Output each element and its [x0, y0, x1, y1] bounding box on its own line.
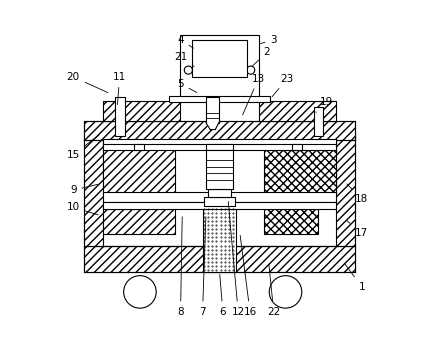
Polygon shape: [102, 138, 336, 144]
Polygon shape: [205, 97, 218, 123]
Text: 10: 10: [67, 202, 98, 215]
Text: 23: 23: [272, 73, 293, 97]
Text: 13: 13: [242, 73, 265, 115]
Polygon shape: [205, 150, 233, 189]
Text: 4: 4: [177, 35, 193, 48]
Polygon shape: [102, 143, 336, 150]
Text: 1: 1: [344, 264, 364, 292]
Polygon shape: [292, 143, 302, 150]
Polygon shape: [115, 97, 124, 136]
Polygon shape: [192, 40, 246, 77]
Text: 15: 15: [67, 135, 99, 160]
Polygon shape: [84, 131, 102, 246]
Polygon shape: [258, 101, 336, 121]
Text: 8: 8: [177, 217, 184, 317]
Text: 7: 7: [199, 217, 205, 317]
Polygon shape: [102, 101, 180, 121]
Text: 19: 19: [315, 97, 332, 113]
Polygon shape: [263, 141, 336, 194]
Polygon shape: [102, 202, 336, 209]
Polygon shape: [102, 209, 175, 234]
Polygon shape: [84, 246, 354, 272]
Text: 16: 16: [240, 235, 256, 317]
Text: 22: 22: [266, 264, 280, 317]
Text: 9: 9: [70, 184, 98, 195]
Polygon shape: [84, 121, 354, 139]
Polygon shape: [205, 143, 233, 150]
Text: 2: 2: [251, 47, 270, 67]
Text: 3: 3: [259, 35, 276, 45]
Polygon shape: [179, 35, 259, 97]
Text: 20: 20: [67, 72, 108, 93]
Polygon shape: [336, 131, 354, 246]
Text: 6: 6: [219, 274, 226, 317]
Text: 11: 11: [113, 72, 126, 105]
Text: 12: 12: [228, 202, 244, 317]
Polygon shape: [134, 143, 144, 150]
Text: 5: 5: [177, 79, 196, 92]
Text: 21: 21: [173, 52, 194, 67]
Polygon shape: [202, 206, 236, 272]
Polygon shape: [102, 141, 175, 194]
Polygon shape: [263, 204, 317, 234]
Text: 17: 17: [346, 221, 367, 238]
Polygon shape: [102, 192, 336, 202]
Polygon shape: [207, 189, 231, 197]
Polygon shape: [313, 107, 322, 136]
Polygon shape: [205, 123, 218, 129]
Polygon shape: [204, 197, 234, 206]
Polygon shape: [168, 96, 270, 102]
Text: 18: 18: [346, 184, 367, 204]
